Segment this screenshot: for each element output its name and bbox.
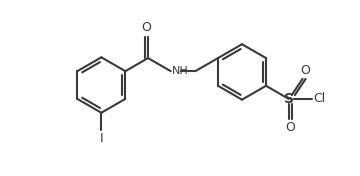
Text: O: O	[285, 121, 295, 134]
Text: S: S	[284, 92, 294, 106]
Text: Cl: Cl	[313, 92, 325, 105]
Text: O: O	[141, 21, 152, 34]
Text: I: I	[99, 132, 103, 145]
Text: NH: NH	[172, 66, 189, 76]
Text: O: O	[300, 64, 310, 77]
